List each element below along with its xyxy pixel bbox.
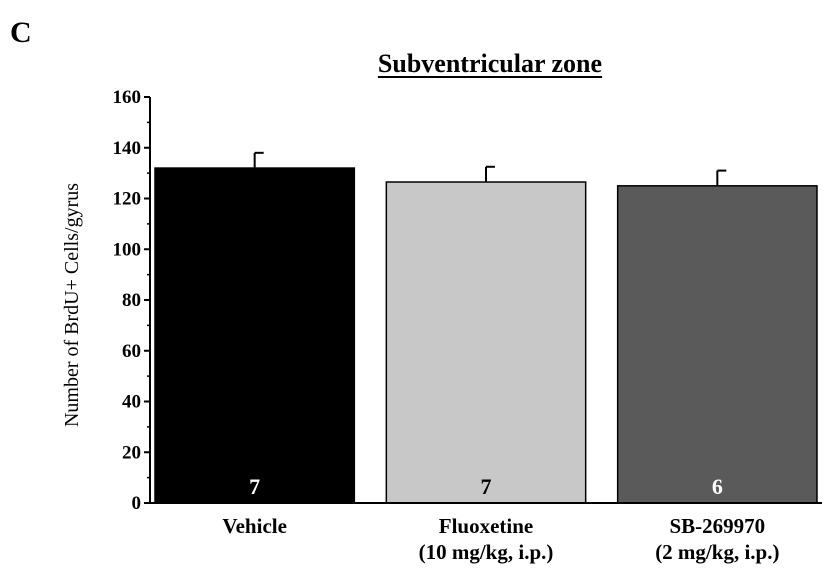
y-tick-label: 20: [122, 442, 141, 463]
y-axis: 0 20 40 60 80 100 120 140 160: [113, 87, 151, 514]
y-tick-label: 100: [113, 239, 142, 260]
x-axis: Vehicle Fluoxetine(10 mg/kg, i.p.) SB-2699…: [150, 502, 822, 564]
bar-n-label: 7: [249, 474, 260, 499]
x-tick-label: Fluoxetine: [439, 514, 534, 538]
bar: [616, 185, 818, 504]
bar: [385, 181, 587, 504]
y-tick-label: 140: [113, 138, 142, 159]
y-tick-label: 80: [122, 290, 141, 311]
x-tick-label-line2: (10 mg/kg, i.p.): [419, 540, 554, 564]
x-tick-label-line2: (2 mg/kg, i.p.): [655, 540, 779, 564]
x-tick-label: Vehicle: [222, 514, 287, 538]
panel-label: C: [10, 16, 32, 49]
bar: [154, 167, 356, 504]
chart-title: Subventricular zone: [378, 49, 602, 78]
y-tick-label: 60: [122, 341, 141, 362]
x-tick-label: SB-269970: [669, 514, 765, 538]
bar-n-label: 7: [481, 474, 492, 499]
y-tick-label: 40: [122, 392, 141, 413]
y-axis-label: Number of BrdU+ Cells/gyrus: [61, 183, 83, 427]
y-tick-label: 0: [132, 493, 142, 514]
y-tick-label: 160: [113, 87, 142, 108]
bars-group: 7 7 6: [154, 151, 818, 504]
y-tick-label: 120: [113, 189, 142, 210]
bar-n-label: 6: [712, 474, 723, 499]
